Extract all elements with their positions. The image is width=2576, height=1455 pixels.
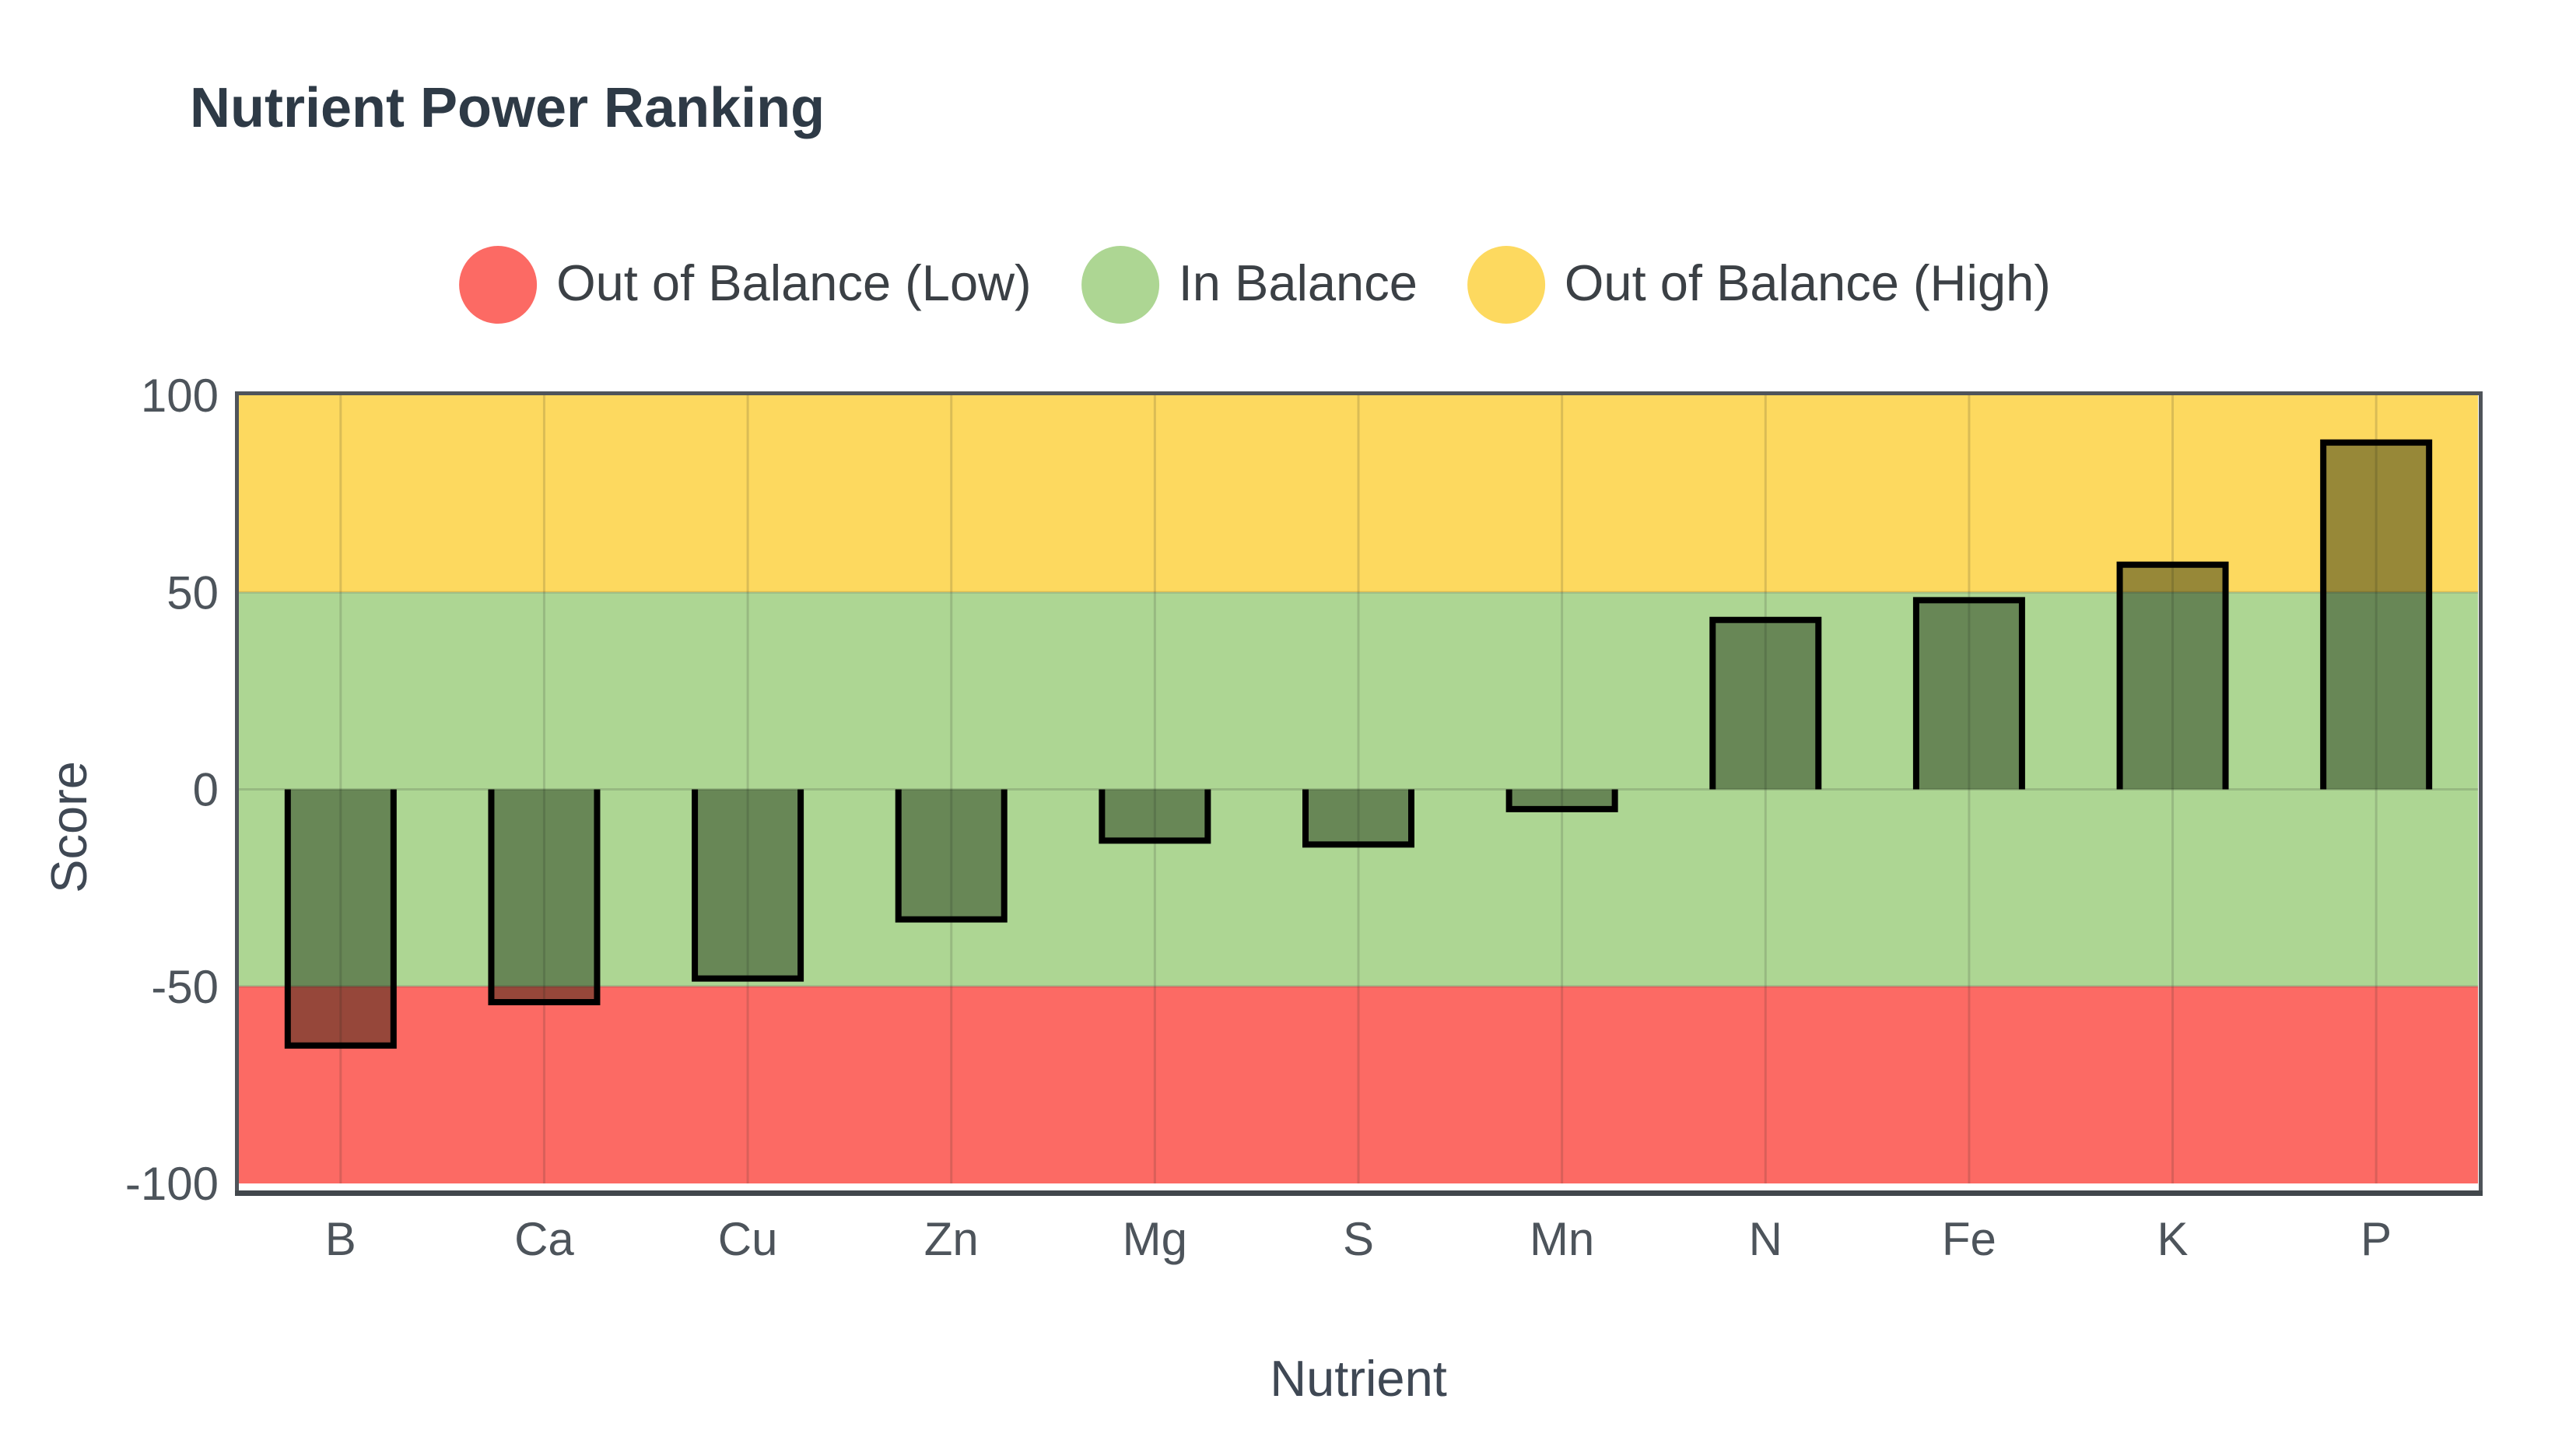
bar-Ca[interactable] bbox=[491, 789, 598, 1003]
bar-Zn[interactable] bbox=[898, 789, 1004, 920]
x-tick-label-Mg: Mg bbox=[1123, 1213, 1187, 1265]
bar-Fe[interactable] bbox=[1915, 600, 2022, 790]
legend-swatch-circle bbox=[1081, 246, 1159, 324]
x-tick-label-K: K bbox=[2157, 1213, 2189, 1265]
legend-swatch-circle bbox=[1467, 246, 1545, 324]
y-tick-label-0: 0 bbox=[193, 764, 219, 816]
x-tick-label-Fe: Fe bbox=[1942, 1213, 1996, 1265]
x-tick-label-Cu: Cu bbox=[718, 1213, 778, 1265]
bar-P[interactable] bbox=[2323, 442, 2430, 790]
legend-item-out-of-balance-low-[interactable]: Out of Balance (Low) bbox=[459, 246, 1032, 324]
bar-border-Cu bbox=[692, 789, 804, 982]
bar-Mg[interactable] bbox=[1102, 789, 1208, 841]
y-tick-label-50: 50 bbox=[166, 566, 219, 619]
y-axis-title: Score bbox=[40, 761, 97, 893]
bar-S[interactable] bbox=[1306, 789, 1411, 845]
x-tick-label-P: P bbox=[2360, 1213, 2392, 1265]
y-tick-label--100: -100 bbox=[125, 1158, 219, 1210]
bar-border-Zn bbox=[895, 789, 1008, 923]
bar-border-K bbox=[2116, 561, 2229, 790]
x-tick-label-Zn: Zn bbox=[924, 1213, 979, 1265]
legend-swatch-circle bbox=[459, 246, 538, 324]
legend-item-in-balance[interactable]: In Balance bbox=[1081, 246, 1418, 324]
bar-N[interactable] bbox=[1712, 619, 1819, 790]
x-tick-label-Ca: Ca bbox=[514, 1213, 574, 1265]
x-tick-label-N: N bbox=[1749, 1213, 1782, 1265]
x-tick-label-Mn: Mn bbox=[1530, 1213, 1594, 1265]
legend-label: In Balance bbox=[1178, 254, 1418, 311]
bar-border-P bbox=[2320, 439, 2433, 790]
bar-border-B bbox=[284, 789, 397, 1049]
bar-border-Mg bbox=[1099, 789, 1211, 844]
legend-label: Out of Balance (Low) bbox=[556, 254, 1032, 311]
bar-Mn[interactable] bbox=[1509, 789, 1615, 809]
bar-border-S bbox=[1302, 789, 1414, 848]
zone-out-of-balance-low- bbox=[239, 986, 2478, 1183]
x-tick-label-B: B bbox=[325, 1213, 356, 1265]
chart-title: Nutrient Power Ranking bbox=[190, 77, 825, 139]
legend-item-out-of-balance-high-[interactable]: Out of Balance (High) bbox=[1467, 246, 2051, 324]
bar-Cu[interactable] bbox=[695, 789, 801, 979]
zone-in-balance bbox=[239, 592, 2478, 987]
bar-K[interactable] bbox=[2119, 564, 2226, 790]
bar-B[interactable] bbox=[287, 789, 394, 1046]
legend-label: Out of Balance (High) bbox=[1564, 254, 2051, 311]
x-axis-title: Nutrient bbox=[1270, 1350, 1447, 1407]
y-tick-label-100: 100 bbox=[141, 370, 219, 422]
x-tick-label-S: S bbox=[1343, 1213, 1374, 1265]
y-tick-label--50: -50 bbox=[151, 961, 219, 1013]
zone-out-of-balance-high- bbox=[239, 395, 2478, 593]
chart-legend: Out of Balance (Low) In Balance Out of Bal… bbox=[459, 246, 2051, 324]
bar-border-N bbox=[1709, 616, 1822, 790]
bar-border-Mn bbox=[1505, 789, 1618, 812]
bar-border-Fe bbox=[1912, 597, 2025, 790]
bar-border-Ca bbox=[488, 789, 601, 1006]
